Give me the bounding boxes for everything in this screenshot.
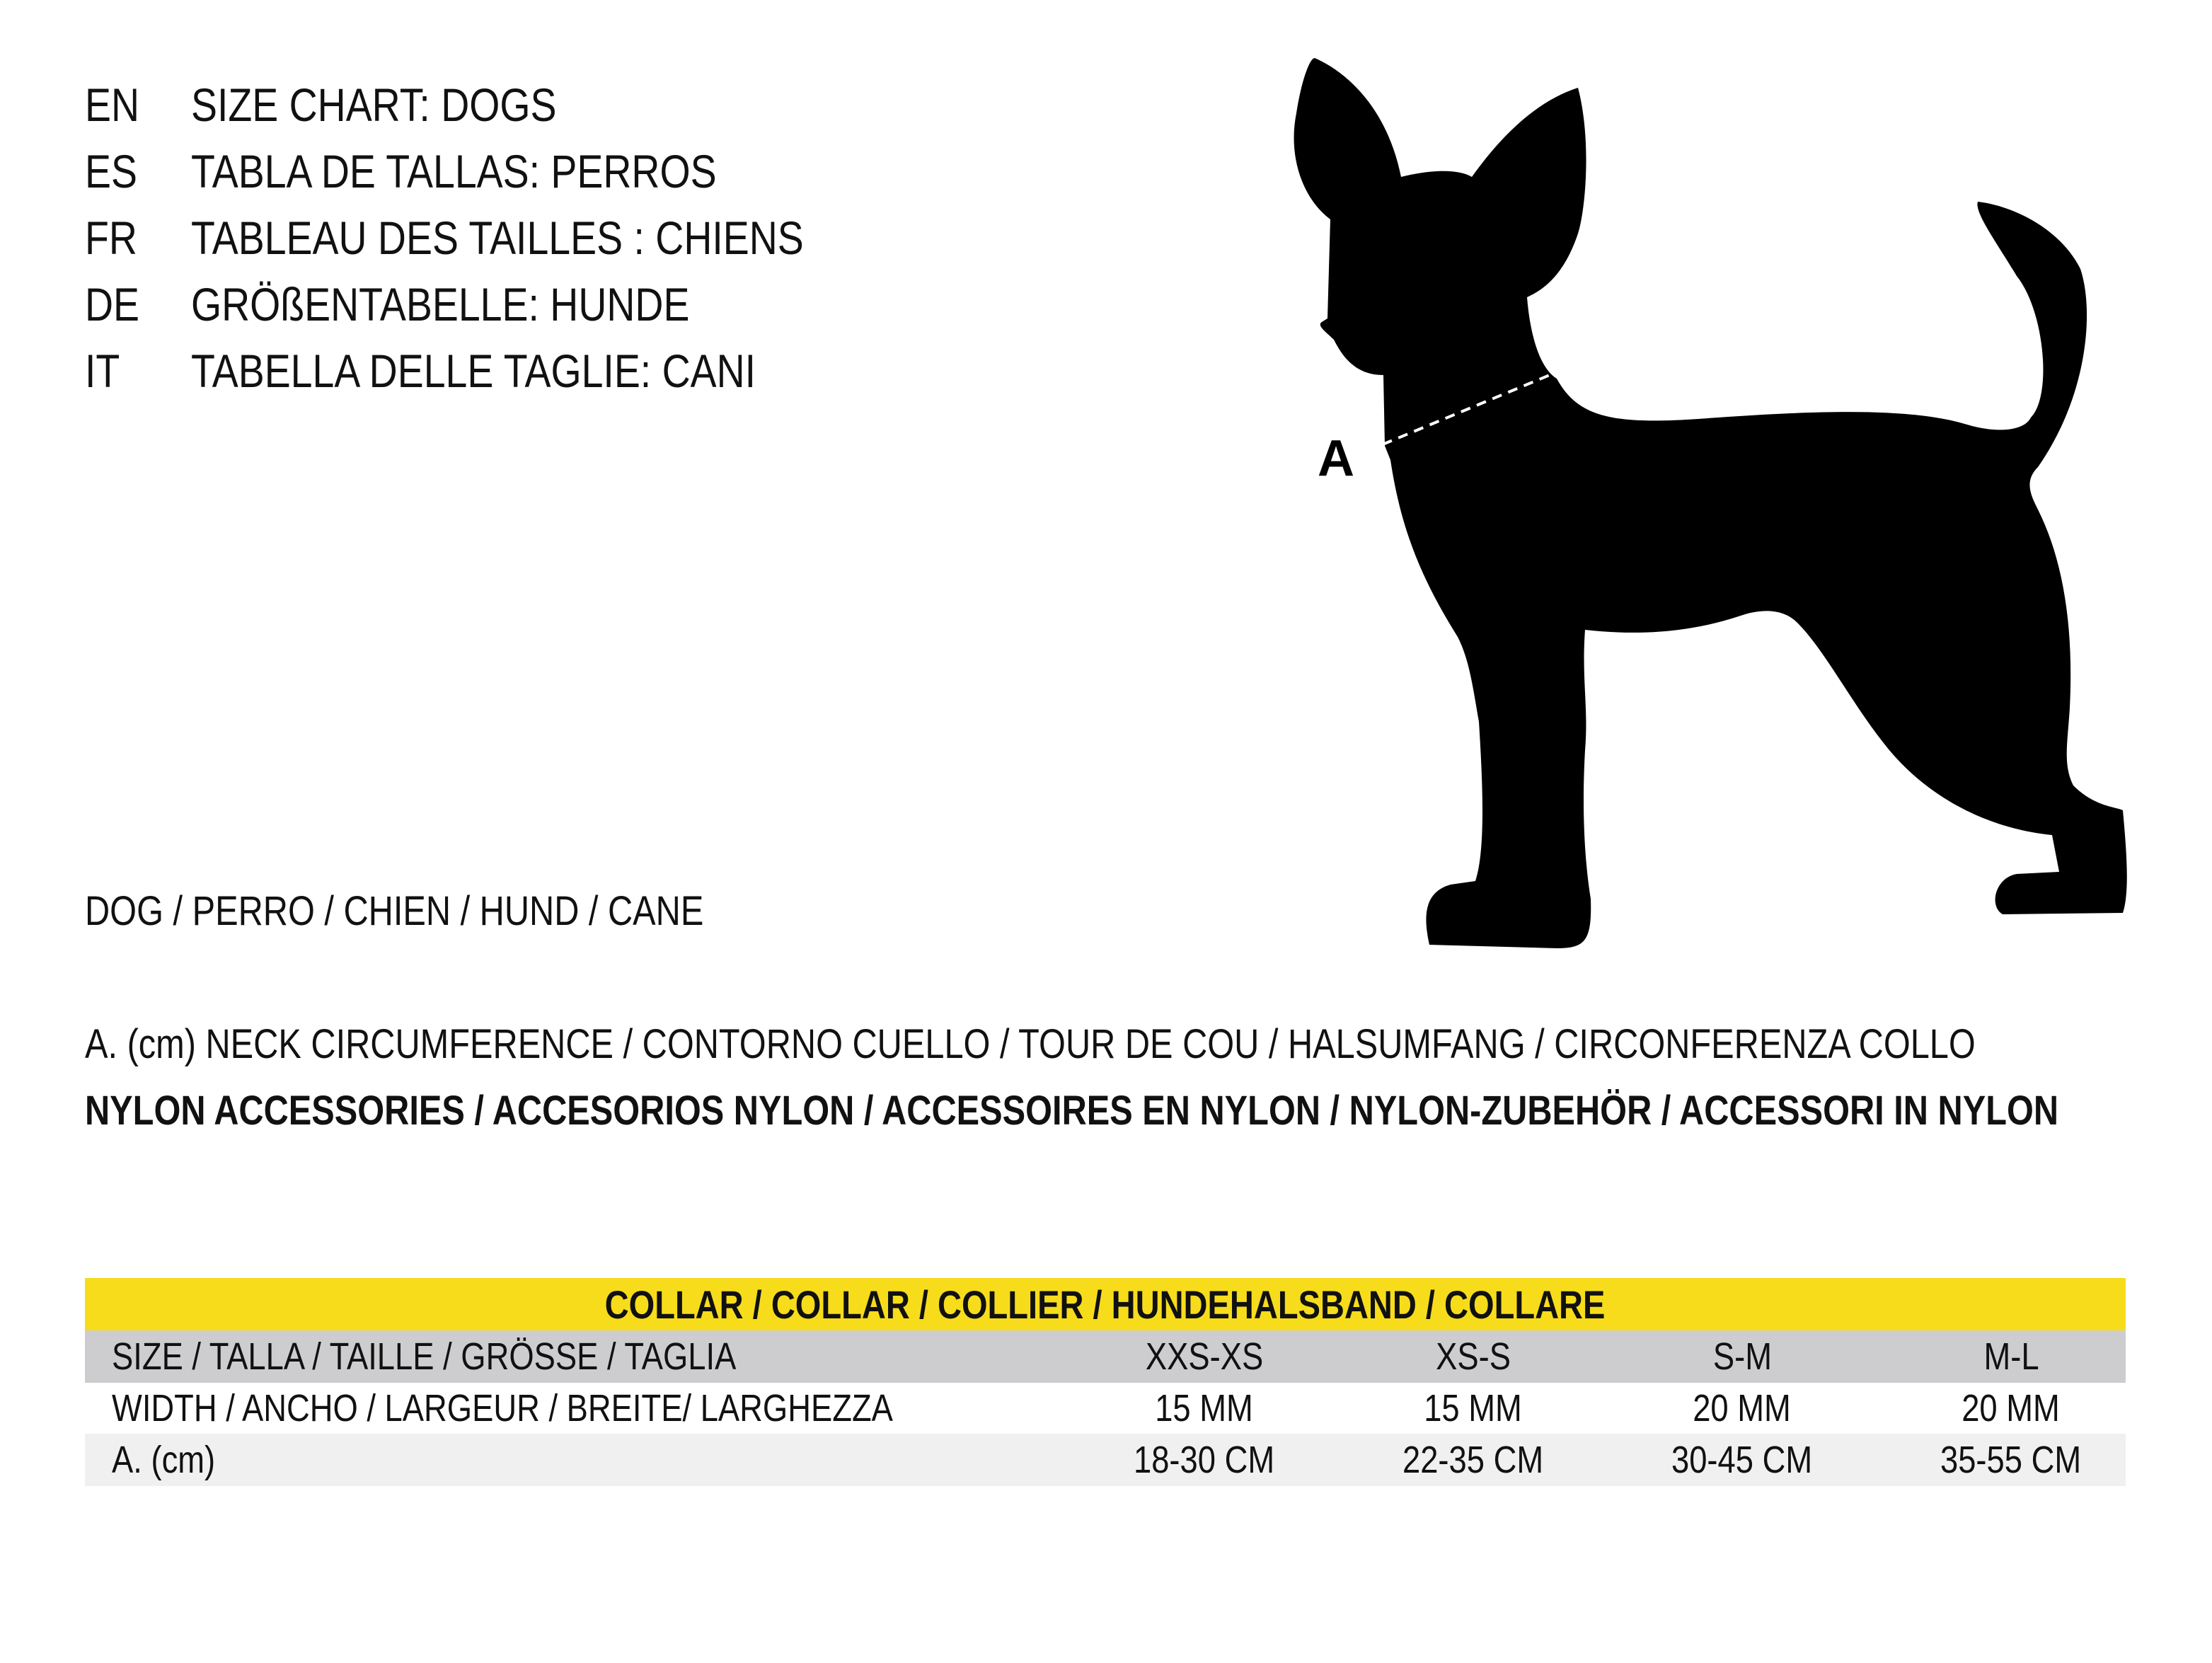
table-cell: M-L bbox=[1983, 1335, 2039, 1378]
lang-code-es: ES bbox=[85, 145, 137, 197]
table-row-size: SIZE / TALLA / TAILLE / GRÖSSE / TAGLIA … bbox=[85, 1330, 2126, 1383]
table-cell: 18-30 CM bbox=[1134, 1439, 1275, 1481]
table-header: COLLAR / COLLAR / COLLIER / HUNDEHALSBAN… bbox=[85, 1278, 2126, 1330]
title-fr: TABLEAU DES TAILLES : CHIENS bbox=[191, 212, 804, 264]
lang-code-fr: FR bbox=[85, 212, 137, 264]
dog-silhouette-icon: A bbox=[1294, 58, 2127, 948]
table-row-neck: A. (cm) 18-30 CM 22-35 CM 30-45 CM 35-55… bbox=[85, 1434, 2126, 1486]
table-cell: 20 MM bbox=[1693, 1387, 1792, 1429]
table-cell: 15 MM bbox=[1155, 1387, 1254, 1429]
measure-label-a: A bbox=[1318, 430, 1354, 487]
lang-code-en: EN bbox=[85, 79, 140, 131]
table-header-label: COLLAR / COLLAR / COLLIER / HUNDEHALSBAN… bbox=[605, 1282, 1606, 1327]
neck-measure-line bbox=[1382, 374, 1550, 446]
title-es: TABLA DE TALLAS: PERROS bbox=[191, 145, 717, 197]
animal-line: DOG / PERRO / CHIEN / HUND / CANE bbox=[85, 888, 704, 934]
title-en: SIZE CHART: DOGS bbox=[191, 79, 557, 131]
measure-description: A. (cm) NECK CIRCUMFERENCE / CONTORNO CU… bbox=[85, 1021, 1976, 1067]
table-cell: XS-S bbox=[1436, 1335, 1511, 1378]
table-cell: 15 MM bbox=[1424, 1387, 1523, 1429]
table-cell: 30-45 CM bbox=[1671, 1439, 1813, 1481]
row-label: A. (cm) bbox=[112, 1439, 216, 1481]
table-cell: S-M bbox=[1712, 1335, 1772, 1378]
table-cell: XXS-XS bbox=[1145, 1335, 1264, 1378]
lang-code-de: DE bbox=[85, 278, 140, 330]
table-cell: 20 MM bbox=[1962, 1387, 2061, 1429]
row-label: WIDTH / ANCHO / LARGEUR / BREITE/ LARGHE… bbox=[112, 1387, 893, 1429]
table-row-width: WIDTH / ANCHO / LARGEUR / BREITE/ LARGHE… bbox=[85, 1383, 2126, 1434]
title-it: TABELLA DELLE TAGLIE: CANI bbox=[191, 345, 756, 397]
title-de: GRÖßENTABELLE: HUNDE bbox=[191, 278, 690, 330]
table-cell: 22-35 CM bbox=[1402, 1439, 1544, 1481]
row-label: SIZE / TALLA / TAILLE / GRÖSSE / TAGLIA bbox=[112, 1335, 737, 1378]
table-cell: 35-55 CM bbox=[1940, 1439, 2082, 1481]
lang-code-it: IT bbox=[85, 345, 120, 397]
material-line: NYLON ACCESSORIES / ACCESORIOS NYLON / A… bbox=[85, 1088, 2059, 1134]
dog-body bbox=[1294, 58, 2127, 948]
